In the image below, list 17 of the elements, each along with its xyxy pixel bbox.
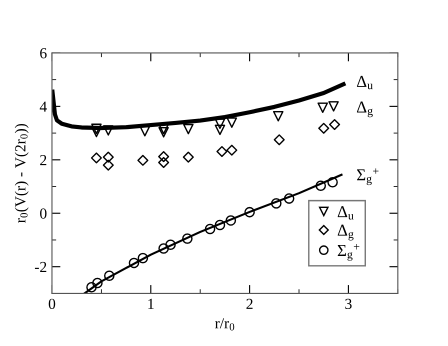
- y-tick-label: 6: [40, 48, 47, 58]
- x-tick-label: 2: [246, 298, 253, 309]
- legend-label: Δ$_{g}$: [338, 224, 354, 240]
- y-axis-title: r$_{0}$(V(r) - V(2r$_{0}$)): [14, 124, 29, 223]
- annotation: Δ$_{u}$: [356, 76, 373, 90]
- legend-label: Δ$_{u}$: [338, 206, 354, 220]
- y-tick-label: 4: [40, 102, 47, 112]
- annotation: Σ$_{g}$$^{+}$: [356, 168, 379, 186]
- annotation: Δ$_{g}$: [356, 101, 373, 118]
- y-tick-label: 0: [40, 208, 47, 219]
- y-tick-label: 2: [40, 154, 46, 166]
- x-tick-label: 3: [345, 298, 352, 310]
- legend-label: Σ$_{g}$$^{+}$: [338, 244, 360, 261]
- x-tick-label: 1: [148, 298, 154, 309]
- x-axis-title: r/r$_{0}$: [215, 318, 234, 330]
- y-tick-label: -2: [34, 262, 46, 272]
- x-tick-label: 0: [48, 298, 56, 310]
